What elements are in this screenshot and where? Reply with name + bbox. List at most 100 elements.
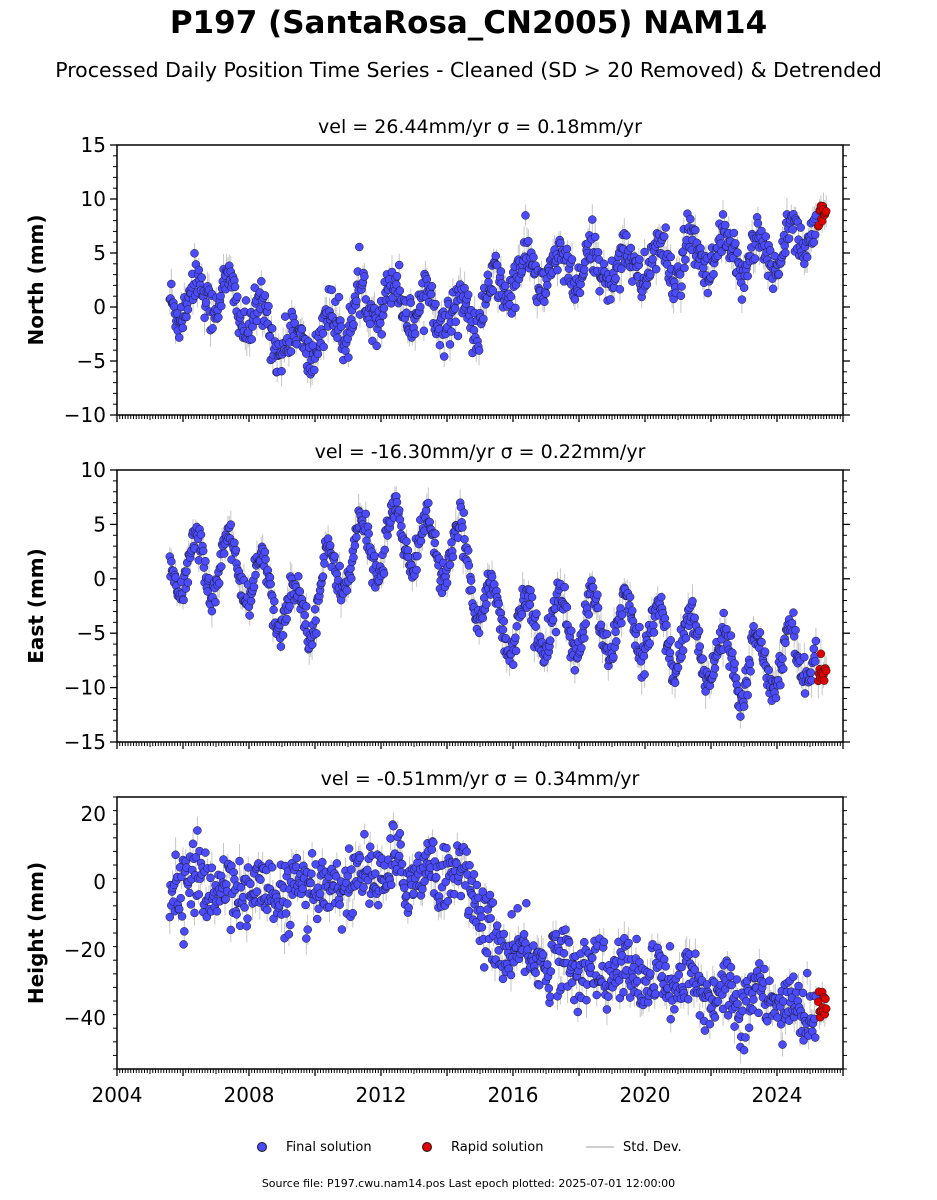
final-point — [418, 884, 427, 894]
final-point — [413, 551, 422, 561]
final-point — [560, 582, 569, 592]
final-point — [456, 891, 466, 901]
final-point — [791, 625, 800, 635]
final-point — [182, 567, 191, 576]
final-point — [412, 565, 421, 575]
final-point — [737, 295, 747, 304]
final-point — [599, 937, 609, 947]
final-point — [230, 282, 240, 292]
final-point — [197, 273, 206, 282]
final-point — [478, 613, 487, 623]
final-point — [624, 938, 633, 948]
final-point — [416, 302, 425, 312]
final-point — [492, 260, 502, 270]
final-point — [729, 228, 739, 238]
final-point — [360, 272, 369, 281]
final-point — [676, 291, 686, 301]
final-point — [602, 629, 612, 639]
final-point — [525, 600, 535, 609]
final-point — [559, 949, 569, 958]
ytick-label: 0 — [93, 295, 106, 319]
final-point — [442, 843, 451, 853]
final-point — [427, 282, 437, 291]
final-point — [651, 264, 661, 274]
final-point — [310, 605, 320, 614]
final-point — [662, 620, 671, 630]
ytick-label: −10 — [64, 676, 106, 700]
final-point — [216, 291, 225, 301]
final-point — [646, 270, 655, 279]
ytick-label: 0 — [93, 870, 106, 894]
final-point — [615, 285, 625, 294]
final-point — [749, 995, 758, 1004]
final-point — [632, 934, 641, 944]
final-point — [794, 981, 803, 991]
final-point — [349, 320, 358, 329]
final-point — [198, 546, 208, 556]
final-point — [736, 712, 745, 721]
final-point — [439, 352, 449, 361]
final-point — [543, 280, 552, 290]
final-point — [809, 238, 819, 247]
final-point — [730, 659, 739, 668]
final-point — [625, 993, 635, 1002]
final-point — [383, 531, 392, 540]
final-point — [710, 1013, 720, 1022]
final-point — [743, 690, 752, 700]
final-point — [677, 282, 686, 291]
final-point — [349, 553, 358, 562]
final-point — [479, 314, 488, 324]
final-point — [270, 597, 279, 606]
final-point — [452, 859, 461, 868]
final-point — [477, 912, 486, 922]
final-point — [577, 643, 586, 653]
final-point — [396, 840, 405, 849]
final-point — [260, 291, 270, 300]
final-point — [789, 608, 798, 617]
final-point — [699, 263, 708, 273]
final-point — [371, 869, 380, 878]
final-point — [531, 968, 540, 978]
final-point — [394, 260, 404, 270]
final-point — [410, 329, 420, 339]
final-point — [809, 644, 819, 654]
panel-height: vel = -0.51mm/yr σ = 0.34mm/yr Height (mm… — [24, 768, 847, 1107]
final-point — [180, 927, 189, 936]
final-point — [458, 523, 467, 532]
final-point — [640, 247, 649, 257]
final-point — [450, 304, 460, 313]
final-point — [214, 313, 223, 322]
final-point — [483, 270, 493, 280]
final-point — [545, 636, 555, 645]
ylabel-north: North (mm) — [24, 214, 48, 345]
final-point — [625, 592, 635, 602]
final-point — [245, 611, 254, 620]
final-point — [183, 305, 193, 314]
final-point — [188, 839, 198, 849]
final-point — [646, 969, 655, 978]
final-point — [311, 616, 320, 625]
final-point — [217, 562, 226, 571]
final-point — [276, 642, 286, 651]
data-north — [165, 192, 831, 388]
final-point — [402, 537, 411, 546]
points-height — [165, 820, 831, 1055]
points-north — [165, 201, 831, 379]
final-point — [243, 914, 252, 923]
final-point — [755, 959, 764, 968]
final-point — [524, 236, 533, 246]
ylabel-east: East (mm) — [24, 548, 48, 664]
final-point — [761, 232, 771, 241]
final-point — [269, 605, 278, 615]
final-point — [488, 898, 498, 907]
final-point — [292, 853, 302, 863]
final-point — [325, 541, 335, 550]
final-point — [352, 532, 361, 542]
final-point — [230, 538, 239, 548]
final-point — [394, 505, 404, 515]
final-point — [318, 857, 327, 867]
final-point — [267, 324, 277, 333]
final-point — [430, 538, 440, 548]
final-point — [582, 995, 591, 1005]
final-point — [604, 992, 613, 1001]
